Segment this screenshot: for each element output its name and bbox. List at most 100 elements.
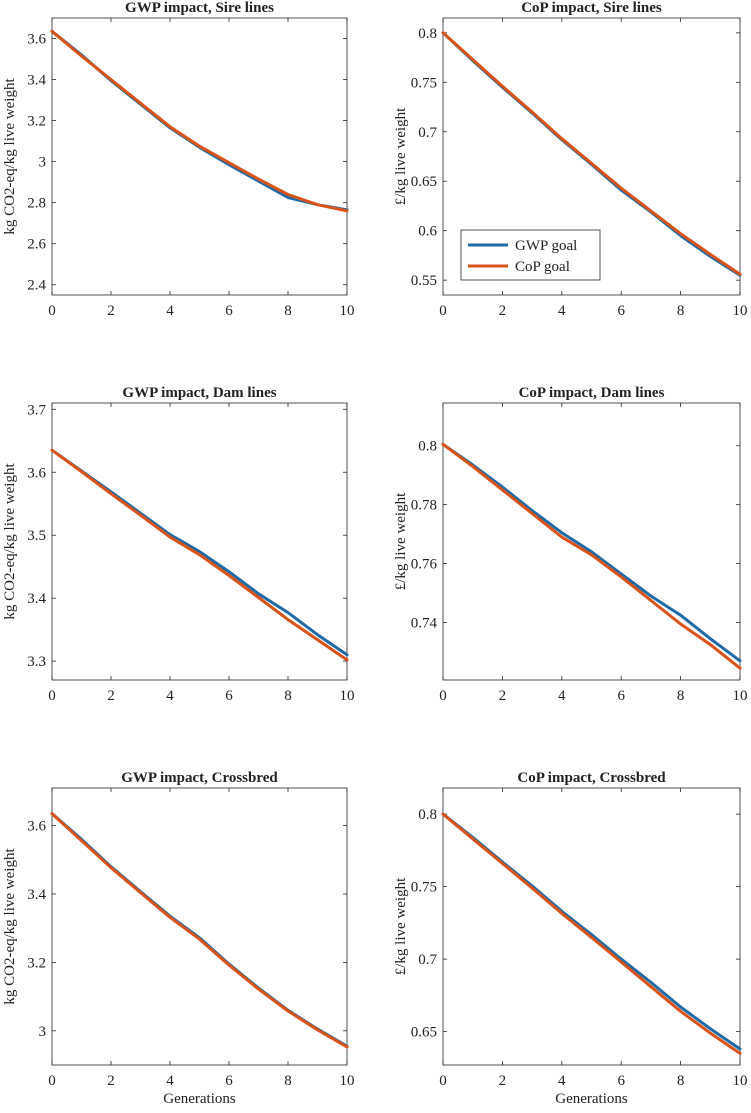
x-tick-label: 8 (677, 688, 685, 704)
y-tick-label: 0.8 (418, 439, 437, 455)
x-tick-label: 10 (733, 1073, 748, 1089)
y-tick-label: 3 (39, 155, 47, 171)
x-tick-label: 2 (107, 1073, 115, 1089)
y-tick-label: 2.6 (27, 237, 46, 253)
y-tick-label: 0.65 (411, 174, 437, 190)
legend-label: CoP goal (515, 259, 570, 275)
x-tick-label: 6 (617, 1073, 625, 1089)
chart-title: GWP impact, Crossbred (121, 770, 278, 786)
chart-panel-6: 0 2 4 6 8 10 0.65 0.7 0.75 0.8 CoP impact, Crossbr… (393, 770, 748, 1107)
y-tick-label: 0.55 (411, 273, 437, 289)
series-line-cop-goal (50, 448, 349, 662)
x-tick-label: 0 (439, 303, 447, 319)
chart-title: GWP impact, Sire lines (125, 0, 274, 16)
x-tick-label: 6 (225, 688, 233, 704)
y-axis-label: kg CO2-eq/kg live weight (2, 848, 18, 1005)
x-tick-label: 8 (677, 303, 685, 319)
chart-panel-1: 0 2 4 6 8 10 2.4 2.6 2.8 3 3.2 3.4 3.6 GWP impact, Si… (2, 0, 355, 319)
x-tick-label: 2 (499, 303, 507, 319)
chart-title: CoP impact, Dam lines (519, 385, 665, 401)
x-tick-label: 4 (558, 303, 566, 319)
series-line-gwp-goal (441, 442, 742, 663)
x-tick-label: 2 (107, 303, 115, 319)
series-line-cop-goal (50, 29, 349, 213)
x-tick-label: 4 (166, 688, 174, 704)
y-tick-label: 0.74 (411, 616, 438, 632)
y-tick-label: 2.8 (27, 196, 46, 212)
series-line-cop-goal (50, 812, 349, 1049)
x-tick-label: 2 (499, 688, 507, 704)
y-tick-label: 0.7 (418, 125, 437, 141)
y-tick-label: 3.4 (27, 887, 46, 903)
legend-label: GWP goal (515, 238, 577, 254)
y-tick-label: 0.65 (411, 1025, 437, 1041)
y-tick-label: 2.4 (27, 278, 46, 294)
legend-box (460, 229, 601, 281)
y-tick-label: 3.7 (27, 402, 46, 418)
y-tick-label: 0.75 (411, 75, 437, 91)
y-tick-label: 3 (39, 1024, 47, 1040)
y-tick-label: 3.5 (27, 528, 46, 544)
series-line-cop-goal (441, 442, 742, 670)
y-tick-label: 0.76 (411, 557, 438, 573)
x-tick-label: 6 (225, 303, 233, 319)
y-axis-label: kg CO2-eq/kg live weight (2, 463, 18, 620)
x-tick-label: 4 (558, 688, 566, 704)
y-tick-label: 3.4 (27, 73, 46, 89)
chart-title: CoP impact, Crossbred (517, 770, 666, 786)
legend: GWP goal CoP goal (460, 229, 601, 281)
y-tick-label: 0.8 (418, 26, 437, 42)
x-tick-label: 6 (617, 303, 625, 319)
plot-area-frame (442, 402, 741, 681)
series-line-cop-goal (441, 31, 742, 276)
x-tick-label: 0 (439, 1073, 447, 1089)
x-tick-label: 8 (284, 688, 292, 704)
y-axis-label: £/kg live weight (393, 107, 409, 205)
x-tick-label: 6 (225, 1073, 233, 1089)
x-tick-label: 4 (166, 303, 174, 319)
y-tick-label: 0.7 (418, 952, 437, 968)
y-tick-label: 3.6 (27, 32, 46, 48)
y-tick-label: 0.75 (411, 880, 437, 896)
x-tick-label: 8 (284, 303, 292, 319)
x-tick-label: 2 (499, 1073, 507, 1089)
y-tick-label: 0.78 (411, 498, 437, 514)
y-tick-label: 0.8 (418, 807, 437, 823)
x-tick-label: 4 (166, 1073, 174, 1089)
y-tick-label: 3.3 (27, 654, 46, 670)
x-tick-label: 8 (677, 1073, 685, 1089)
x-tick-label: 10 (340, 1073, 355, 1089)
x-axis-label: Generations (555, 1091, 628, 1107)
y-tick-label: 3.6 (27, 819, 46, 835)
x-tick-label: 2 (107, 688, 115, 704)
x-tick-label: 4 (558, 1073, 566, 1089)
y-axis-label: kg CO2-eq/kg live weight (2, 78, 18, 235)
series-line-cop-goal (441, 812, 742, 1055)
y-tick-label: 3.6 (27, 465, 46, 481)
chart-panel-3: 0 2 4 6 8 10 3.3 3.4 3.5 3.6 3.7 GWP impact, Dam li… (2, 385, 355, 704)
y-tick-label: 0.6 (418, 224, 437, 240)
x-tick-label: 6 (617, 688, 625, 704)
chart-panel-4: 0 2 4 6 8 10 0.74 0.76 0.78 0.8 CoP impact, Dam li… (393, 385, 748, 704)
x-tick-label: 10 (340, 688, 355, 704)
x-tick-label: 0 (48, 303, 56, 319)
x-tick-label: 10 (733, 688, 748, 704)
chart-title: CoP impact, Sire lines (521, 0, 662, 16)
plot-area-frame (51, 17, 348, 296)
x-tick-label: 0 (48, 1073, 56, 1089)
chart-panel-5: 0 2 4 6 8 10 3 3.2 3.4 3.6 GWP impact, Crossbred kg… (2, 770, 355, 1107)
y-axis-label: £/kg live weight (393, 492, 409, 590)
x-axis-label: Generations (163, 1091, 236, 1107)
x-tick-label: 10 (340, 303, 355, 319)
plot-area-frame (51, 787, 348, 1066)
x-tick-label: 0 (48, 688, 56, 704)
y-axis-label: £/kg live weight (393, 877, 409, 975)
chart-panel-2: 0 2 4 6 8 10 0.55 0.6 0.65 0.7 0.75 0.8 CoP impact, … (393, 0, 748, 319)
y-tick-label: 3.4 (27, 591, 46, 607)
x-tick-label: 10 (733, 303, 748, 319)
y-tick-label: 3.2 (27, 955, 46, 971)
x-tick-label: 8 (284, 1073, 292, 1089)
y-tick-label: 3.2 (27, 114, 46, 130)
x-tick-label: 0 (439, 688, 447, 704)
